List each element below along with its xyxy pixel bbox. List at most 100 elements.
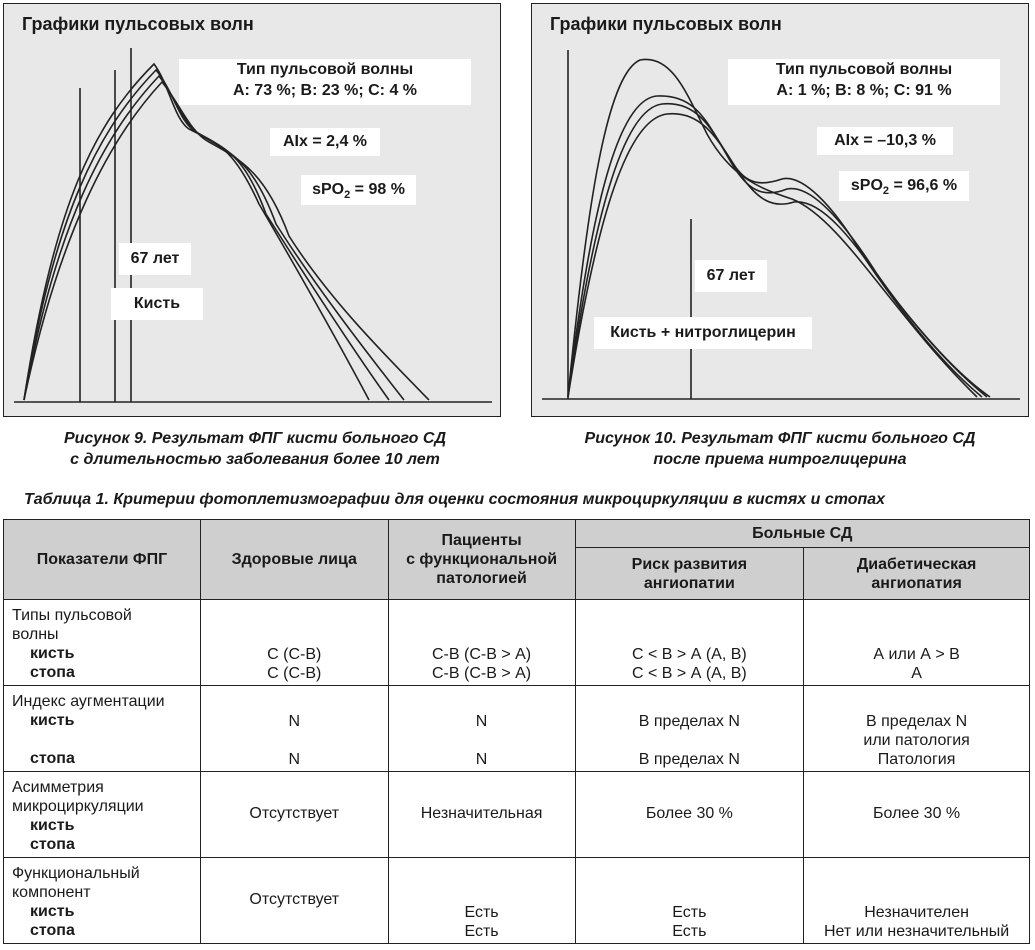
fig9-age-box: 67 лет	[119, 243, 191, 275]
cell-value: С-В (С-В > А)	[432, 665, 532, 682]
row-label-augmentation: Индекс аугментации кисть стопа	[3, 685, 201, 772]
row-sub-hand: кисть	[30, 817, 75, 834]
cell-value: Отсутствует	[249, 805, 340, 822]
row-sub-foot: стопа	[30, 836, 75, 853]
header-risk: Риск развития ангиопатии	[574, 547, 805, 600]
fig9-wave-type-values: A: 73 %; B: 23 %; C: 4 %	[232, 82, 418, 99]
row-label-line: волны	[12, 626, 59, 643]
header-diabetic: Диабетическая ангиопатия	[803, 547, 1030, 600]
row-label-line: Функциональный	[12, 865, 140, 882]
fig9-wave-curve	[23, 68, 390, 401]
row-spacer	[12, 730, 200, 749]
cell-value: Есть	[672, 904, 707, 921]
cell-value: С < В > А (А, В)	[632, 646, 747, 663]
fig9-caption-line2: с длительностью заболевания более 10 лет	[70, 451, 440, 468]
cell-value: В пределах N	[638, 713, 740, 730]
row-label-line: Асимметрия	[12, 779, 104, 796]
cell-value: Есть	[464, 923, 499, 940]
figure-10-caption: Рисунок 10. Результат ФПГ кисти больного…	[525, 428, 1035, 470]
fig10-site: Кисть + нитроглицерин	[610, 324, 796, 341]
cell-spacer	[389, 731, 575, 750]
figure-9-caption: Рисунок 9. Результат ФПГ кисти больного …	[0, 428, 510, 470]
header-diabetic-line1: Диабетическая	[856, 555, 977, 573]
fig10-title: Графики пульсовых волн	[550, 14, 782, 34]
row-sub-foot: стопа	[30, 750, 75, 767]
cell-value: Патология	[877, 751, 956, 768]
table-row: Функциональный компонент кисть стопа Отс…	[3, 857, 1030, 944]
row-sub-hand: кисть	[30, 645, 75, 662]
cell-value: С < В > А (А, В)	[632, 665, 747, 682]
fig9-title: Графики пульсовых волн	[22, 14, 254, 34]
fig9-spo2-box: sPO2 = 98 %	[301, 175, 416, 205]
header-risk-line1: Риск развития	[631, 555, 748, 573]
row-label-functional-component: Функциональный компонент кисть стопа	[3, 857, 201, 944]
fig10-wave-type-label: Тип пульсовой волны	[775, 61, 953, 78]
fig9-site-box: Кисть	[111, 288, 203, 320]
cell-risk: С < В > А (А, В) С < В > А (А, В)	[574, 599, 805, 686]
fig10-spo2-value: = 96,6 %	[889, 177, 958, 194]
cell-value: Есть	[672, 923, 707, 940]
fig9-wave-type-label: Тип пульсовой волны	[236, 61, 414, 78]
cell-value: Нет или незначительный	[824, 923, 1010, 940]
cell-value: Более 30 %	[873, 805, 961, 822]
cell-diabetic: Более 30 %	[803, 771, 1030, 858]
fig9-wave-curve	[23, 80, 430, 401]
cell-risk: В пределах N В пределах N	[574, 685, 805, 772]
header-healthy: Здоровые лица	[199, 519, 389, 600]
cell-value: N	[475, 713, 488, 730]
cell-value: С-В (С-В > А)	[432, 646, 532, 663]
row-label-line: микроциркуляции	[12, 798, 144, 815]
cell-value: С (С-В)	[267, 665, 322, 682]
header-indicators: Показатели ФПГ	[3, 519, 201, 600]
table-row: Типы пульсовой волны кисть стопа С (С-В)…	[3, 599, 1030, 686]
header-functional-line1: Пациенты	[441, 532, 522, 549]
header-sd-group: Больные СД	[574, 519, 1031, 548]
row-sub-foot: стопа	[30, 664, 75, 681]
cell-spacer	[201, 731, 388, 750]
cell-value: С (С-В)	[267, 646, 322, 663]
cell-value: или патология	[863, 732, 970, 749]
cell-functional: С-В (С-В > А) С-В (С-В > А)	[387, 599, 576, 686]
cell-value: Незначительная	[420, 805, 543, 822]
cell-value: Незначителен	[864, 904, 969, 921]
criteria-table: Показатели ФПГ Здоровые лица Пациенты с …	[3, 519, 1031, 944]
header-diabetic-line2: ангиопатия	[871, 574, 962, 592]
cell-value: Отсутствует	[249, 891, 340, 908]
fig10-spo2-box: sPO2 = 96,6 %	[839, 171, 969, 201]
cell-value: N	[475, 751, 488, 768]
row-label-line: компонент	[12, 884, 91, 901]
fig9-caption-line1: Рисунок 9. Результат ФПГ кисти больного …	[63, 430, 446, 447]
cell-diabetic: А или А > В А	[803, 599, 1030, 686]
row-label-line: Индекс аугментации	[12, 693, 165, 710]
header-functional-line3: патологией	[436, 570, 527, 587]
table-row: Индекс аугментации кисть стопа N N N N В…	[3, 685, 1030, 772]
cell-functional: Есть Есть	[387, 857, 576, 944]
figure-10-waveforms	[542, 50, 1020, 400]
fig9-aix: AIx = 2,4 %	[282, 133, 368, 150]
fig9-site: Кисть	[133, 295, 181, 312]
fig10-caption-line2: после приема нитроглицерина	[653, 451, 907, 468]
fig10-spo2-sub: 2	[882, 185, 890, 198]
cell-healthy: N N	[199, 685, 389, 772]
figure-9-panel: Графики пульсовых волн Тип пульсовой вол…	[3, 3, 501, 417]
fig10-age: 67 лет	[706, 267, 756, 284]
cell-spacer	[576, 731, 804, 750]
cell-value: Более 30 %	[645, 805, 733, 822]
fig10-spo2-prefix: sPO	[850, 177, 883, 194]
fig9-wave-curve	[23, 74, 405, 401]
header-risk-line2: ангиопатии	[643, 574, 735, 592]
fig10-wave-type-values: A: 1 %; B: 8 %; C: 91 %	[776, 82, 952, 99]
fig9-wave-type-box: Тип пульсовой волны A: 73 %; B: 23 %; C:…	[179, 59, 471, 105]
cell-healthy: С (С-В) С (С-В)	[199, 599, 389, 686]
fig10-wave-type-box: Тип пульсовой волны A: 1 %; B: 8 %; C: 9…	[728, 59, 1000, 105]
header-functional: Пациенты с функциональной патологией	[387, 519, 576, 600]
fig10-wave-curve	[567, 58, 978, 398]
fig10-aix-box: AIx = –10,3 %	[817, 127, 953, 155]
fig10-site-box: Кисть + нитроглицерин	[594, 317, 812, 349]
fig9-aix-box: AIx = 2,4 %	[270, 128, 380, 156]
fig9-spo2-value: = 98 %	[350, 181, 405, 198]
cell-diabetic: Незначителен Нет или незначительный	[803, 857, 1030, 944]
cell-value: N	[288, 751, 301, 768]
fig10-aix: AIx = –10,3 %	[834, 132, 936, 149]
fig9-wave-curve	[23, 62, 370, 401]
